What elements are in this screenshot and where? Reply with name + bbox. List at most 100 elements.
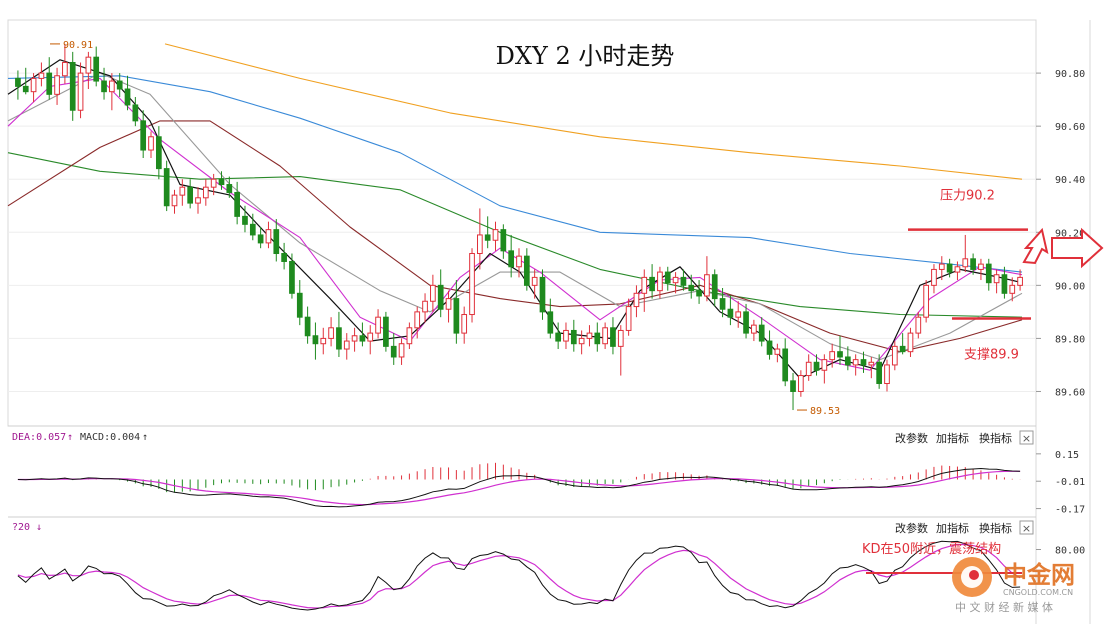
candle <box>547 298 554 339</box>
change-params-button[interactable]: 改参数 <box>895 521 928 535</box>
candle <box>351 327 358 352</box>
candle <box>516 248 522 278</box>
candle <box>641 269 648 312</box>
candle <box>704 256 710 302</box>
ma-orange-line <box>164 43 1023 180</box>
close-macd-button[interactable]: × <box>1019 430 1034 445</box>
candle <box>915 311 922 339</box>
candle <box>696 280 702 304</box>
candle <box>453 280 460 344</box>
candle <box>69 51 76 121</box>
candle <box>77 62 84 119</box>
candle <box>343 333 350 360</box>
candle <box>790 372 796 411</box>
candle <box>508 234 515 278</box>
y-tick-label: 90.00 <box>1055 281 1085 292</box>
candle <box>257 226 264 249</box>
candle <box>876 354 883 389</box>
support-label: 支撑89.9 <box>964 348 1019 363</box>
y-tick-label: 90.60 <box>1055 122 1085 133</box>
candle <box>672 272 679 294</box>
ma-darkred-line <box>7 120 1023 353</box>
candle <box>249 213 256 241</box>
candle <box>711 269 718 307</box>
candle <box>891 341 898 371</box>
candle <box>985 258 992 291</box>
arrow-up-icon <box>1022 227 1049 265</box>
candle <box>226 176 233 198</box>
candle <box>289 253 295 299</box>
candle <box>688 274 695 299</box>
candle <box>461 306 468 344</box>
cngold-site: CNGOLD.COM.CN <box>1003 588 1073 597</box>
y-tick-label: 90.40 <box>1055 175 1085 186</box>
candle <box>594 322 601 352</box>
candle <box>649 264 655 299</box>
ma-green-line <box>7 152 1023 318</box>
kd-toolbar: 改参数 加指标 换指标 × <box>895 520 1034 535</box>
candle <box>899 333 906 355</box>
cngold-slogan: 中 文 财 经 新 媒 体 <box>955 600 1053 614</box>
candle <box>469 248 475 323</box>
candle <box>586 325 593 347</box>
macd-up-arrow-icon: ↑ <box>67 432 73 443</box>
candle <box>821 354 828 384</box>
candle <box>242 205 248 233</box>
candle <box>398 338 405 365</box>
candle <box>868 356 875 379</box>
ma-magenta-line <box>7 77 1023 371</box>
add-indicator-button[interactable]: 加指标 <box>936 431 969 445</box>
candle <box>234 181 240 225</box>
macd-y-tick-label: -0.01 <box>1055 477 1085 488</box>
cngold-name: 中金网 <box>1003 561 1075 589</box>
kd-y-tick-label: 80.00 <box>1055 546 1085 557</box>
ma-blue-line <box>7 75 1023 273</box>
candle <box>782 338 789 387</box>
candle <box>852 354 859 376</box>
candle <box>312 322 319 360</box>
candle <box>296 280 303 326</box>
candle <box>22 67 29 95</box>
macd-y-tick-label: 0.15 <box>1055 450 1079 461</box>
moving-averages <box>7 43 1023 379</box>
kd-annotation: KD在50附近，震荡结构 <box>862 542 1001 557</box>
candle <box>85 51 92 90</box>
close-kd-button[interactable]: × <box>1019 520 1034 535</box>
candle <box>719 288 726 318</box>
y-tick-label: 89.80 <box>1055 334 1085 345</box>
candle <box>101 67 107 100</box>
candle <box>523 248 530 291</box>
candle <box>555 322 561 350</box>
candle <box>328 317 334 347</box>
add-indicator-button[interactable]: 加指标 <box>936 521 969 535</box>
candle <box>829 343 836 368</box>
kd-series <box>17 540 1021 611</box>
candle <box>907 327 914 357</box>
candle <box>954 261 961 281</box>
candle <box>390 333 397 365</box>
candle <box>539 269 546 320</box>
switch-indicator-button[interactable]: 换指标 <box>979 521 1012 535</box>
macd-y-ticks: 0.15 -0.01 -0.17 <box>1036 450 1085 516</box>
candle <box>923 280 929 323</box>
low-marker: 89.53 <box>797 406 840 417</box>
y-tick-label: 90.80 <box>1055 69 1085 80</box>
candle <box>54 67 60 105</box>
candlesticks <box>15 43 1023 411</box>
switch-indicator-button[interactable]: 换指标 <box>979 431 1012 445</box>
candle <box>766 330 773 360</box>
candle <box>359 322 366 347</box>
candle <box>210 173 217 196</box>
candle <box>304 306 311 344</box>
macd-value-label: MACD:0.004 <box>80 432 140 443</box>
candle <box>570 319 577 352</box>
y-tick-label: 89.60 <box>1055 387 1085 398</box>
candle <box>751 319 757 342</box>
key-levels <box>908 228 1031 320</box>
candle <box>124 75 131 111</box>
change-params-button[interactable]: 改参数 <box>895 431 928 445</box>
candle <box>1009 277 1016 302</box>
y-axis-ticks: 90.80 90.60 90.40 90.20 90.00 89.80 89.60 <box>8 69 1085 398</box>
candle <box>1001 266 1008 299</box>
